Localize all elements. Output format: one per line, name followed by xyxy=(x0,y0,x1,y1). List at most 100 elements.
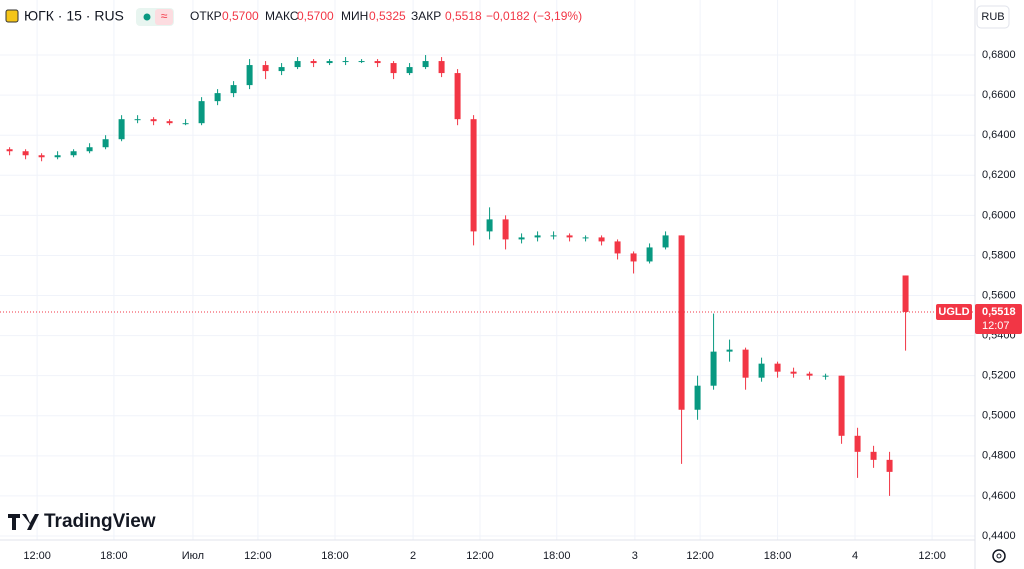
symbol-icon xyxy=(5,9,19,23)
candle-body xyxy=(758,363,765,378)
candle-body xyxy=(534,235,541,238)
ticker-label: UGLD xyxy=(938,306,969,318)
close-label: ЗАКР xyxy=(411,9,441,23)
y-tick-label: 0,5600 xyxy=(982,289,1016,301)
y-tick-label: 0,5200 xyxy=(982,370,1016,382)
candle-body xyxy=(438,61,445,74)
x-tick-label: 18:00 xyxy=(764,550,792,562)
candle-body xyxy=(902,275,909,312)
candle-body xyxy=(422,61,429,68)
candle-body xyxy=(550,235,557,237)
x-tick-label: 18:00 xyxy=(100,550,128,562)
low-value: 0,5325 xyxy=(369,9,406,23)
candle-body xyxy=(118,119,125,140)
candle-body xyxy=(310,61,317,64)
x-tick-label: 3 xyxy=(632,550,638,562)
candle-body xyxy=(454,73,461,120)
x-tick-label: 12:00 xyxy=(466,550,494,562)
candle-body xyxy=(214,93,221,102)
candle-body xyxy=(38,155,45,158)
price-tag xyxy=(975,303,1022,334)
candle-body xyxy=(694,385,701,410)
candle-body xyxy=(630,253,637,262)
countdown-label: 12:07 xyxy=(982,320,1010,332)
low-label: МИН xyxy=(341,9,368,23)
candle-body xyxy=(886,459,893,472)
delay-icon: ≈ xyxy=(161,9,168,23)
candle-body xyxy=(86,147,93,152)
candle-body xyxy=(294,61,301,68)
change-value: −0,0182 (−3,19%) xyxy=(486,9,582,23)
currency-button[interactable] xyxy=(976,5,1010,29)
candle-body xyxy=(566,235,573,238)
status-dot xyxy=(143,13,151,21)
candle-body xyxy=(390,63,397,74)
settings-icon-center xyxy=(996,553,1002,559)
candle-body xyxy=(598,237,605,242)
candle-body xyxy=(326,61,333,64)
candle-body xyxy=(774,363,781,372)
y-tick-label: 0,6800 xyxy=(982,49,1016,61)
x-tick-label: 12:00 xyxy=(918,550,946,562)
candle-body xyxy=(662,235,669,248)
candle-body xyxy=(150,119,157,122)
candle-body xyxy=(182,123,189,125)
y-tick-label: 0,5800 xyxy=(982,249,1016,261)
candle-body xyxy=(198,101,205,124)
candle-body xyxy=(518,237,525,240)
ticker-tag xyxy=(936,303,972,320)
logo-text: TradingView xyxy=(44,511,156,532)
candles xyxy=(6,55,909,496)
candle-body xyxy=(790,371,797,374)
x-tick-label: 2 xyxy=(410,550,416,562)
logo-icon xyxy=(8,514,39,530)
x-tick-label: 12:00 xyxy=(244,550,272,562)
candle-body xyxy=(246,65,253,86)
candle-body xyxy=(582,237,589,239)
high-label: МАКС xyxy=(265,9,299,23)
x-tick-label: 4 xyxy=(852,550,858,562)
candle-body xyxy=(262,65,269,72)
legend-bar: ЮГК · 15 · RUS ≈ ОТКР 0,5700 МАКС 0,5700… xyxy=(5,8,582,26)
delay-badge xyxy=(155,9,173,25)
price-tag-label: 0,5518 xyxy=(982,306,1016,318)
currency: RUB xyxy=(981,11,1004,23)
candle-body xyxy=(54,155,61,158)
logo: TradingView xyxy=(8,511,156,532)
candle-body xyxy=(134,119,141,121)
candle-body xyxy=(470,119,477,232)
candle-body xyxy=(6,149,13,152)
x-tick-label: 18:00 xyxy=(543,550,571,562)
candle-body xyxy=(806,373,813,376)
y-tick-label: 0,6200 xyxy=(982,169,1016,181)
candle-body xyxy=(374,61,381,64)
high-value: 0,5700 xyxy=(297,9,334,23)
candle-body xyxy=(854,435,861,452)
candle-body xyxy=(102,139,109,148)
settings-icon[interactable] xyxy=(992,549,1006,563)
candle-body xyxy=(166,121,173,124)
candle-body xyxy=(870,451,877,460)
candle-body xyxy=(822,375,829,377)
candle-body xyxy=(406,67,413,74)
x-tick-label: 18:00 xyxy=(321,550,349,562)
y-tick-label: 0,4400 xyxy=(982,530,1016,542)
y-tick-label: 0,4800 xyxy=(982,450,1016,462)
close-value: 0,5518 xyxy=(445,9,482,23)
candle-body xyxy=(230,85,237,94)
candle-body xyxy=(710,351,717,386)
grid xyxy=(0,0,975,540)
candle-body xyxy=(678,235,685,410)
y-tick-label: 0,6400 xyxy=(982,129,1016,141)
candle-body xyxy=(502,219,509,240)
y-tick-label: 0,5000 xyxy=(982,410,1016,422)
candle-body xyxy=(614,241,621,254)
symbol: ЮГК · 15 · RUS xyxy=(24,8,124,24)
candle-body xyxy=(22,151,29,156)
x-tick-label: 12:00 xyxy=(686,550,714,562)
y-tick-label: 0,4600 xyxy=(982,490,1016,502)
candle-body xyxy=(646,247,653,262)
candle-body xyxy=(742,349,749,378)
